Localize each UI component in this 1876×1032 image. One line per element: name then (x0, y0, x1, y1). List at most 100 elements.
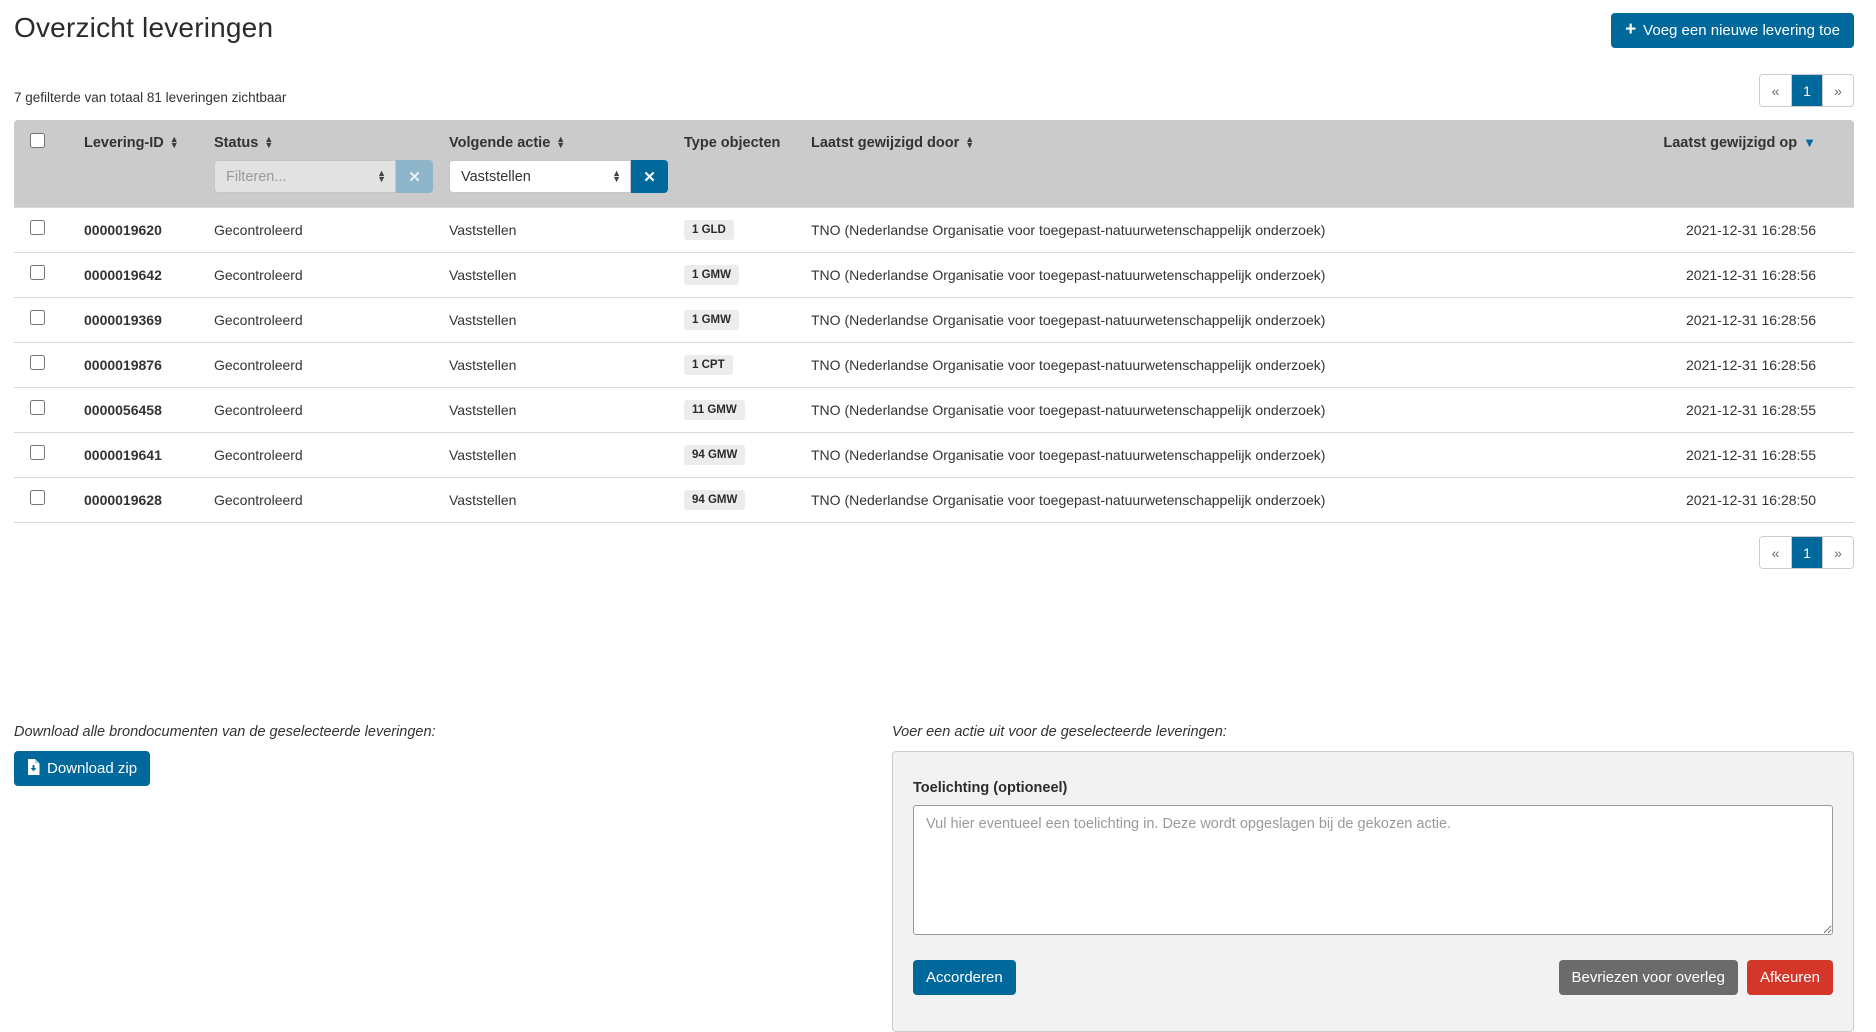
gewijzigd-door-cell: TNO (Nederlandse Organisatie voor toegep… (803, 207, 1554, 252)
levering-id-cell: 0000056458 (76, 387, 206, 432)
row-checkbox[interactable] (30, 265, 45, 280)
row-checkbox[interactable] (30, 490, 45, 505)
type-objecten-cell: 94 GMW (676, 432, 803, 477)
gewijzigd-door-cell: TNO (Nederlandse Organisatie voor toegep… (803, 387, 1554, 432)
leveringen-table: Levering-ID ▲ ▼ Status ▲ ▼ Volgende actie … (14, 120, 1854, 523)
download-section: Download alle brondocumenten van de gese… (14, 724, 436, 786)
type-objecten-cell: 1 GMW (676, 252, 803, 297)
pagination-page-1[interactable]: 1 (1791, 537, 1822, 568)
volgende-actie-cell: Vaststellen (441, 342, 676, 387)
col-header-gewijzigd-op[interactable]: Laatst gewijzigd op ▼ (1554, 120, 1854, 154)
gewijzigd-door-cell: TNO (Nederlandse Organisatie voor toegep… (803, 342, 1554, 387)
download-zip-label: Download zip (47, 760, 138, 777)
row-checkbox[interactable] (30, 355, 45, 370)
table-row: 0000019876 Gecontroleerd Vaststellen 1 C… (14, 342, 1854, 387)
page-title: Overzicht leveringen (14, 12, 274, 43)
levering-id-cell: 0000019620 (76, 207, 206, 252)
gewijzigd-op-cell: 2021-12-31 16:28:55 (1554, 387, 1854, 432)
gewijzigd-door-cell: TNO (Nederlandse Organisatie voor toegep… (803, 297, 1554, 342)
type-objecten-badge: 1 GMW (684, 310, 739, 330)
select-all-checkbox[interactable] (30, 133, 45, 148)
table-row: 0000019620 Gecontroleerd Vaststellen 1 G… (14, 207, 1854, 252)
pagination-bottom: « 1 » (1759, 536, 1854, 569)
status-cell: Gecontroleerd (206, 477, 441, 523)
plus-icon: + (1625, 19, 1637, 40)
row-checkbox[interactable] (30, 400, 45, 415)
bottom-section: Download alle brondocumenten van de gese… (14, 724, 1854, 1032)
action-section-label: Voer een actie uit voor de geselecteerde… (892, 724, 1227, 740)
table-row: 0000019369 Gecontroleerd Vaststellen 1 G… (14, 297, 1854, 342)
table-filter-row: Filteren... ▲ ▼ ✕ Vaststellen ▲ ▼ ✕ (14, 154, 1854, 207)
gewijzigd-op-cell: 2021-12-31 16:28:55 (1554, 432, 1854, 477)
volgende-actie-cell: Vaststellen (441, 252, 676, 297)
clear-icon: ✕ (643, 168, 656, 186)
select-arrows-icon: ▲ ▼ (377, 168, 386, 184)
download-section-label: Download alle brondocumenten van de gese… (14, 724, 436, 740)
type-objecten-badge: 1 GLD (684, 220, 734, 240)
pagination-next[interactable]: » (1822, 537, 1853, 568)
volgende-actie-cell: Vaststellen (441, 207, 676, 252)
bevriezen-button[interactable]: Bevriezen voor overleg (1558, 960, 1738, 995)
meta-row: 7 gefilterde van totaal 81 leveringen zi… (14, 74, 1854, 107)
afkeuren-button[interactable]: Afkeuren (1746, 960, 1833, 995)
add-levering-button[interactable]: + Voeg een nieuwe levering toe (1611, 13, 1854, 48)
col-header-status[interactable]: Status ▲ ▼ (206, 120, 441, 154)
levering-id-cell: 0000019628 (76, 477, 206, 523)
volgende-actie-filter-select[interactable]: Vaststellen ▲ ▼ (449, 160, 631, 193)
row-checkbox[interactable] (30, 310, 45, 325)
volgende-actie-filter-clear-button[interactable]: ✕ (631, 160, 668, 193)
status-cell: Gecontroleerd (206, 252, 441, 297)
table-row: 0000019628 Gecontroleerd Vaststellen 94 … (14, 477, 1854, 523)
sort-icon: ▲ ▼ (264, 134, 274, 150)
table-row: 0000056458 Gecontroleerd Vaststellen 11 … (14, 387, 1854, 432)
type-objecten-badge: 94 GMW (684, 445, 746, 465)
status-cell: Gecontroleerd (206, 342, 441, 387)
download-zip-button[interactable]: Download zip (14, 751, 151, 786)
gewijzigd-door-cell: TNO (Nederlandse Organisatie voor toegep… (803, 432, 1554, 477)
top-bar: Overzicht leveringen + Voeg een nieuwe l… (14, 8, 1854, 48)
col-header-levering-id[interactable]: Levering-ID ▲ ▼ (76, 120, 206, 154)
col-header-volgende-actie[interactable]: Volgende actie ▲ ▼ (441, 120, 676, 154)
levering-id-cell: 0000019642 (76, 252, 206, 297)
pagination-next[interactable]: » (1822, 75, 1853, 106)
gewijzigd-door-cell: TNO (Nederlandse Organisatie voor toegep… (803, 252, 1554, 297)
pagination-prev[interactable]: « (1760, 537, 1791, 568)
type-objecten-badge: 94 GMW (684, 490, 746, 510)
type-objecten-cell: 1 GMW (676, 297, 803, 342)
sort-icon: ▲ ▼ (169, 134, 179, 150)
accorderen-button[interactable]: Accorderen (913, 960, 1016, 995)
status-cell: Gecontroleerd (206, 387, 441, 432)
filter-summary: 7 gefilterde van totaal 81 leveringen zi… (14, 90, 287, 105)
add-levering-label: Voeg een nieuwe levering toe (1643, 22, 1840, 39)
download-zip-icon (27, 758, 40, 779)
type-objecten-cell: 11 GMW (676, 387, 803, 432)
table-header-row: Levering-ID ▲ ▼ Status ▲ ▼ Volgende actie … (14, 120, 1854, 154)
status-filter-group: Filteren... ▲ ▼ ✕ (214, 160, 433, 193)
gewijzigd-op-cell: 2021-12-31 16:28:56 (1554, 207, 1854, 252)
toelichting-textarea[interactable] (913, 805, 1833, 935)
status-cell: Gecontroleerd (206, 207, 441, 252)
pagination-prev[interactable]: « (1760, 75, 1791, 106)
action-buttons-row: Accorderen Bevriezen voor overleg Afkeur… (913, 960, 1833, 995)
row-checkbox[interactable] (30, 220, 45, 235)
status-filter-clear-button[interactable]: ✕ (396, 160, 433, 193)
table-row: 0000019641 Gecontroleerd Vaststellen 94 … (14, 432, 1854, 477)
volgende-actie-cell: Vaststellen (441, 387, 676, 432)
levering-id-cell: 0000019369 (76, 297, 206, 342)
type-objecten-cell: 1 GLD (676, 207, 803, 252)
volgende-actie-cell: Vaststellen (441, 297, 676, 342)
row-checkbox[interactable] (30, 445, 45, 460)
select-arrows-icon: ▲ ▼ (612, 168, 621, 184)
action-section: Voer een actie uit voor de geselecteerde… (892, 724, 1854, 1032)
type-objecten-cell: 94 GMW (676, 477, 803, 523)
col-header-gewijzigd-door[interactable]: Laatst gewijzigd door ▲ ▼ (803, 120, 1554, 154)
gewijzigd-op-cell: 2021-12-31 16:28:50 (1554, 477, 1854, 523)
type-objecten-badge: 11 GMW (684, 400, 745, 420)
type-objecten-badge: 1 CPT (684, 355, 733, 375)
type-objecten-cell: 1 CPT (676, 342, 803, 387)
pagination-page-1[interactable]: 1 (1791, 75, 1822, 106)
volgende-actie-cell: Vaststellen (441, 477, 676, 523)
gewijzigd-op-cell: 2021-12-31 16:28:56 (1554, 297, 1854, 342)
gewijzigd-door-cell: TNO (Nederlandse Organisatie voor toegep… (803, 477, 1554, 523)
status-filter-select[interactable]: Filteren... ▲ ▼ (214, 160, 396, 193)
